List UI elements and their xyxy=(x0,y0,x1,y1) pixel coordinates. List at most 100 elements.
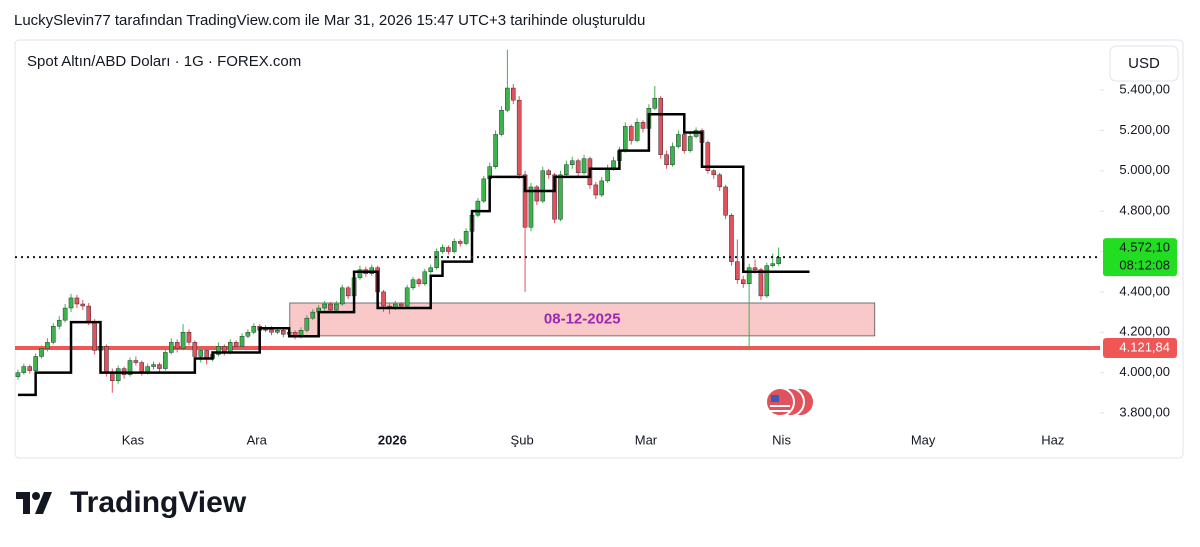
y-tick-label: 5.200,00 xyxy=(1119,122,1170,137)
y-tick-label: 5.000,00 xyxy=(1119,162,1170,177)
x-tick-label: Şub xyxy=(511,432,534,447)
candle-body xyxy=(115,368,121,381)
candle-body xyxy=(68,297,74,309)
candle-body xyxy=(575,160,581,174)
candle-body xyxy=(180,332,186,349)
candle-body xyxy=(157,364,162,369)
level-label: 4.121,84 xyxy=(1119,339,1170,354)
candle-body xyxy=(552,174,557,220)
candle-body xyxy=(168,342,174,353)
candle-body xyxy=(428,267,433,272)
candle-body xyxy=(569,160,575,165)
candle-body xyxy=(628,126,634,141)
x-tick-label: Ara xyxy=(247,432,268,447)
candle-body xyxy=(275,330,280,333)
candle-body xyxy=(534,186,540,202)
y-tick-label: 3.800,00 xyxy=(1119,404,1170,419)
level-label-bg xyxy=(1103,338,1177,359)
symbol-title: Spot Altın/ABD Doları · 1G · FOREX.com xyxy=(27,53,301,70)
candle-body xyxy=(516,99,522,176)
x-tick-label: Mar xyxy=(635,432,658,447)
candle-body xyxy=(481,178,487,202)
candle-body xyxy=(416,279,422,285)
candle-body xyxy=(746,267,752,285)
candle-body xyxy=(198,350,204,357)
step-line xyxy=(17,113,810,397)
candle-body xyxy=(56,319,62,327)
currency-button[interactable] xyxy=(1109,45,1179,82)
candle-body xyxy=(357,269,363,278)
candle-body xyxy=(564,164,569,176)
candle-body xyxy=(758,269,764,297)
candle-body xyxy=(687,136,693,151)
candle-body xyxy=(581,158,587,174)
candle-body xyxy=(511,87,516,101)
candle-body xyxy=(174,342,180,349)
candle-body xyxy=(558,174,563,220)
candle-body xyxy=(139,362,145,373)
candle-body xyxy=(634,122,640,141)
candle-body xyxy=(729,214,734,262)
candle-body xyxy=(599,180,604,196)
candle-body xyxy=(682,134,687,151)
candle-body xyxy=(80,303,86,307)
candle-body xyxy=(39,348,44,357)
candle-body xyxy=(463,231,469,244)
candle-body xyxy=(540,170,546,202)
candle-body xyxy=(717,174,722,188)
candle-body xyxy=(27,366,33,371)
candle-body xyxy=(404,287,410,307)
candle-body xyxy=(15,372,21,377)
candle-body xyxy=(51,326,56,343)
candle-body xyxy=(652,97,658,109)
candle-body xyxy=(62,307,68,321)
candle-body xyxy=(664,154,669,165)
price-label-bg xyxy=(1103,238,1177,277)
price-countdown: 08:12:08 xyxy=(1119,258,1170,273)
candle-body xyxy=(74,297,80,305)
logo-text: TradingView xyxy=(70,486,247,519)
candle-body xyxy=(33,356,38,371)
candle-body xyxy=(640,122,646,129)
y-tick-label: 5.400,00 xyxy=(1119,81,1170,96)
candle-body xyxy=(281,330,286,335)
candle-body xyxy=(133,360,139,363)
candle-body xyxy=(711,170,717,176)
x-tick-label: 2026 xyxy=(378,432,407,447)
y-tick-label: 4.000,00 xyxy=(1119,364,1170,379)
candle-body xyxy=(239,336,245,347)
event-icons xyxy=(765,387,815,417)
y-tick-label: 4.400,00 xyxy=(1119,283,1170,298)
x-tick-label: Kas xyxy=(122,432,145,447)
candle-body xyxy=(381,291,386,307)
candle-body xyxy=(735,261,740,280)
x-tick-label: May xyxy=(911,432,936,447)
candle-body xyxy=(163,352,168,369)
y-tick-label: 4.800,00 xyxy=(1119,203,1170,218)
candle-body xyxy=(245,332,251,337)
y-tick-label: 4.200,00 xyxy=(1119,324,1170,339)
candle-body xyxy=(770,263,775,266)
candle-body xyxy=(398,303,404,307)
candle-body xyxy=(186,332,192,343)
x-tick-label: Haz xyxy=(1041,432,1064,447)
candle-body xyxy=(251,326,257,333)
candle-body xyxy=(434,251,439,268)
candle-body xyxy=(233,342,239,347)
candle-body xyxy=(446,247,451,252)
candle-body xyxy=(522,174,528,228)
candle-body xyxy=(723,186,728,216)
candle-body xyxy=(322,303,327,309)
zone-label: 08-12-2025 xyxy=(544,310,621,327)
candle-body xyxy=(623,126,628,151)
candle-body xyxy=(764,265,770,297)
candle-body xyxy=(528,186,534,228)
candle-body xyxy=(410,279,416,289)
candle-body xyxy=(422,271,428,285)
candle-body xyxy=(499,110,504,135)
candle-body xyxy=(658,97,663,155)
candle-body xyxy=(127,360,133,375)
candle-body xyxy=(440,247,445,252)
